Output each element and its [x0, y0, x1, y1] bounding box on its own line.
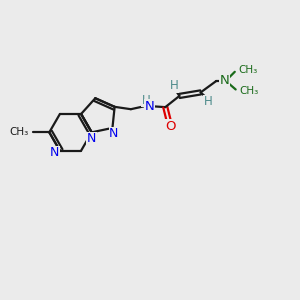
Text: N: N	[109, 127, 119, 140]
Text: O: O	[165, 120, 175, 133]
Text: CH₃: CH₃	[239, 86, 259, 96]
Text: CH₃: CH₃	[9, 127, 29, 137]
Text: N: N	[220, 74, 230, 87]
Text: H: H	[170, 79, 178, 92]
Text: N: N	[50, 146, 59, 159]
Text: CH₃: CH₃	[238, 65, 258, 75]
Text: H: H	[142, 94, 151, 107]
Text: H: H	[204, 95, 212, 108]
Text: N: N	[87, 132, 96, 145]
Text: N: N	[145, 100, 154, 113]
